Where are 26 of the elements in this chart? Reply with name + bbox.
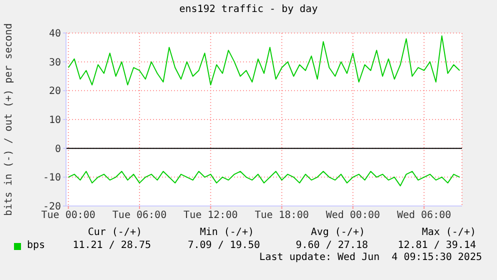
x-tick-label: Tue 18:00 [254,210,309,222]
y-tick-label: 10 [48,115,61,126]
y-axis-title: bits in (-) / out (+) per second [4,23,15,216]
y-tick-label: 30 [48,57,61,68]
text: 9.60 / 27.18 [294,240,368,252]
x-tick-label: Wed 00:00 [326,210,380,222]
text: 7.09 / 19.50 [186,240,260,252]
x-tick-label: Wed 06:00 [396,210,452,222]
y-tick-label: -10 [42,172,61,184]
y-tick-label: 0 [54,144,61,155]
y-tick-label: 20 [48,86,61,98]
text: Avg (-/+) [310,227,365,239]
text: 12.81 / 39.14 [396,240,476,252]
text: 11.21 / 28.75 [72,240,151,252]
line-series [68,35,460,86]
x-tick-label: Tue 00:00 [41,210,96,222]
x-tick-label: Tue 06:00 [112,210,167,222]
chart-title: ens192 traffic - by day [178,4,319,16]
line-series [68,170,460,186]
y-tick-label: 40 [48,28,61,40]
text: Min (-/+) [198,227,254,239]
x-tick-label: Tue 12:00 [184,210,238,222]
text: Last update: Wed Jun 4 09:15:30 2025 [258,252,482,264]
text: Cur (-/+) [86,227,142,239]
legend-label: bps [27,240,46,252]
text: Max (-/+) [420,227,476,239]
